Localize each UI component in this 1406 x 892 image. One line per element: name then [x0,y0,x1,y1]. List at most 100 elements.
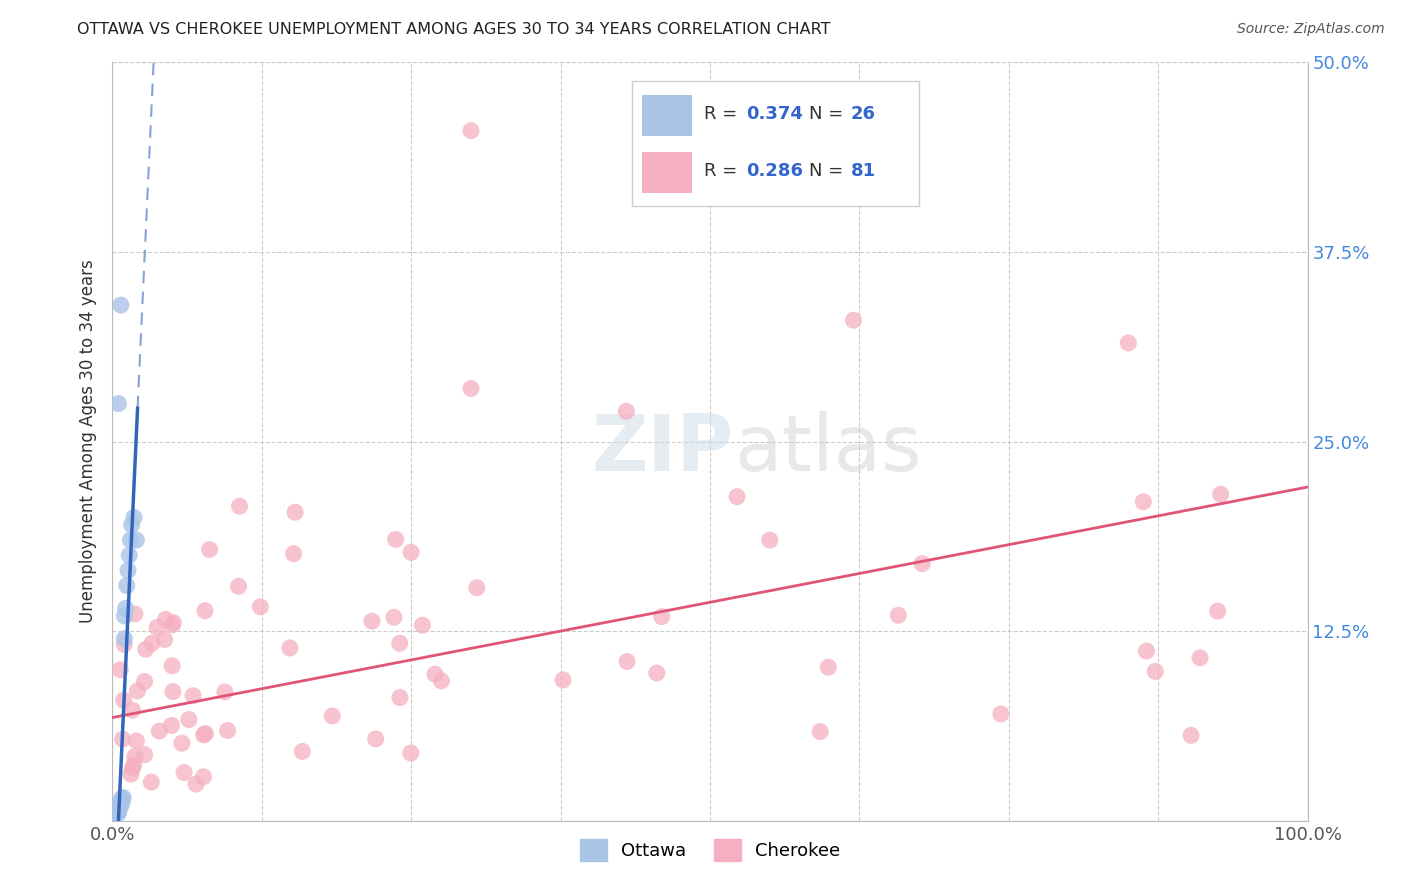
Point [135,642,157,657]
Point [616,655,638,669]
Point [112,693,135,707]
Point [112,791,135,805]
Point [112,637,135,651]
Point [110,298,132,312]
Point [105,801,128,815]
Point [120,533,142,548]
Point [551,673,574,687]
Point [110,663,132,677]
Text: 26: 26 [851,105,876,123]
Point [148,724,170,739]
Point [184,777,207,791]
Point [107,806,129,821]
Point [808,724,831,739]
Point [110,798,132,813]
Point [321,709,343,723]
Point [122,757,145,772]
Point [291,744,314,758]
Text: ZIP: ZIP [592,411,734,487]
FancyBboxPatch shape [643,95,692,136]
Point [146,620,169,634]
Point [134,747,156,762]
Point [104,806,127,821]
Point [103,806,125,821]
Point [114,632,135,646]
Point [198,542,221,557]
Point [160,718,183,732]
Point [284,505,307,519]
Point [194,726,217,740]
Point [111,732,134,747]
Y-axis label: Unemployment Among Ages 30 to 34 years: Unemployment Among Ages 30 to 34 years [79,260,97,624]
Point [399,746,422,760]
Point [162,617,184,632]
FancyBboxPatch shape [633,81,920,207]
Point [107,798,129,813]
Point [228,500,250,514]
Point [430,673,453,688]
Point [153,632,176,647]
Text: Source: ZipAtlas.com: Source: ZipAtlas.com [1237,22,1385,37]
Point [181,689,204,703]
Point [388,636,411,650]
Point [177,713,200,727]
Point [645,665,668,680]
Point [155,612,177,626]
Point [817,660,839,674]
Point [111,796,134,810]
Point [107,396,129,410]
Text: 0.286: 0.286 [747,161,803,180]
Text: R =: R = [704,161,742,180]
Point [411,618,433,632]
Point [388,690,411,705]
Point [117,564,139,578]
Point [120,767,142,781]
Point [170,736,193,750]
Point [364,731,387,746]
Point [759,533,782,548]
Text: atlas: atlas [734,411,921,487]
Point [127,683,149,698]
Text: 0.374: 0.374 [747,105,803,123]
Point [193,770,215,784]
Point [1206,604,1229,618]
Point [423,667,446,681]
Text: OTTAWA VS CHEROKEE UNEMPLOYMENT AMONG AGES 30 TO 34 YEARS CORRELATION CHART: OTTAWA VS CHEROKEE UNEMPLOYMENT AMONG AG… [77,22,831,37]
Point [460,123,482,137]
Text: 81: 81 [851,161,876,180]
Point [1118,335,1140,350]
Point [141,775,163,789]
Point [121,517,143,532]
Point [990,706,1012,721]
Point [111,791,134,805]
Point [1209,487,1232,501]
Point [228,579,250,593]
Point [162,684,184,698]
Point [121,703,143,717]
Point [217,723,239,738]
Point [465,581,488,595]
Point [283,547,305,561]
Point [1144,665,1167,679]
Point [651,609,673,624]
Point [193,728,215,742]
Point [1135,644,1157,658]
Point [125,533,148,548]
Point [382,610,405,624]
Point [122,510,145,524]
Point [842,313,865,327]
Point [108,796,131,810]
Point [114,608,135,623]
Point [361,614,384,628]
Point [725,490,748,504]
Point [911,557,934,571]
Point [121,761,143,775]
Point [125,734,148,748]
Text: N =: N = [810,105,849,123]
Point [214,685,236,699]
Point [173,765,195,780]
Point [399,545,422,559]
Point [460,382,482,396]
Text: N =: N = [810,161,849,180]
Point [162,615,184,630]
